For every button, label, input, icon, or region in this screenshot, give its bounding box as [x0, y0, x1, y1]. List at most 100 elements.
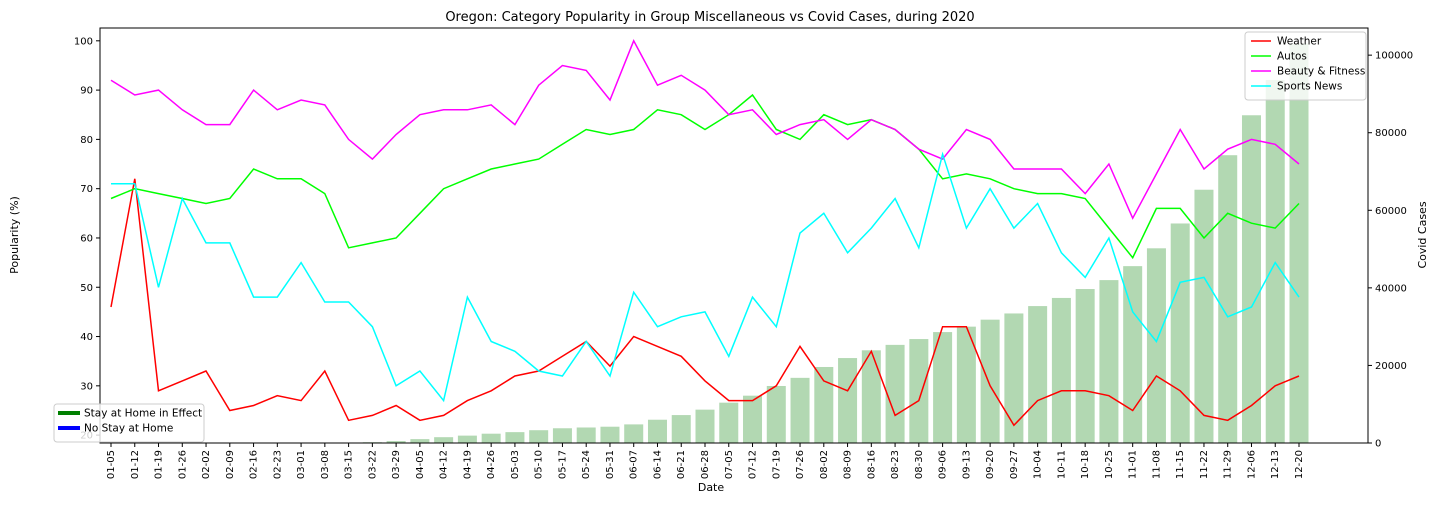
x-tick-label: 05-17	[557, 450, 568, 479]
legend-upper-box	[1244, 31, 1367, 101]
x-tick-label: 01-26	[177, 450, 188, 479]
x-tick-label: 12-06	[1246, 450, 1257, 479]
bars-group	[362, 43, 1309, 444]
x-tick-label: 06-07	[629, 450, 640, 479]
x-ticks: 01-05 01-12 01-19 01-26 02-02 02-09 02-16 02-23…	[106, 443, 1305, 479]
y-tick-label: 30	[80, 381, 93, 392]
x-tick-label: 10-18	[1080, 450, 1091, 479]
legend-upper: Weather Autos Beauty & Fitness Sports News	[1244, 31, 1367, 101]
x-axis-label: Date	[698, 481, 725, 494]
y2-tick-label: 100000	[1375, 51, 1413, 62]
x-tick-label: 02-23	[272, 450, 283, 479]
covid-bar-07-12	[743, 395, 763, 443]
x-tick-label: 08-16	[866, 450, 877, 479]
x-tick-label: 07-19	[771, 450, 782, 479]
x-tick-label: 09-13	[961, 450, 972, 479]
x-tick-label: 06-14	[652, 450, 663, 479]
covid-bar-11-22	[1194, 189, 1214, 443]
covid-bar-05-10	[529, 430, 549, 443]
y-tick-label: 50	[80, 283, 93, 294]
x-tick-label: 07-12	[748, 450, 759, 479]
x-tick-label: 08-23	[890, 450, 901, 479]
x-tick-label: 05-31	[605, 450, 616, 479]
series-line-beauty-fitness	[110, 39, 1300, 220]
x-tick-label: 08-02	[819, 450, 830, 479]
x-tick-label: 03-08	[320, 450, 331, 479]
covid-bar-06-14	[647, 419, 667, 443]
covid-bar-05-24	[576, 427, 596, 443]
y2-tick-label: 60000	[1375, 206, 1407, 217]
covid-bar-11-29	[1218, 155, 1238, 443]
x-tick-label: 01-12	[130, 450, 141, 479]
covid-bar-08-02	[814, 366, 834, 443]
legend-label: Stay at Home in Effect	[84, 408, 202, 420]
covid-bar-08-30	[909, 339, 929, 443]
covid-bar-09-27	[1004, 313, 1024, 443]
x-tick-label: 03-29	[391, 450, 402, 479]
covid-bar-10-18	[1075, 289, 1095, 443]
y-tick-label: 70	[80, 184, 93, 195]
covid-bar-03-29	[386, 441, 406, 443]
series-line-sports-news	[111, 151, 1300, 403]
x-tick-label: 02-09	[225, 450, 236, 479]
chart-title: Oregon: Category Popularity in Group Mis…	[445, 10, 974, 25]
y-tick-label: 80	[80, 135, 93, 146]
x-tick-label: 12-20	[1294, 450, 1305, 479]
y2-axis-label: Covid Cases	[1416, 201, 1429, 268]
x-tick-label: 09-27	[1009, 450, 1020, 479]
covid-bar-11-01	[1123, 266, 1143, 443]
x-tick-label: 09-20	[985, 450, 996, 479]
covid-bar-09-20	[980, 319, 1000, 443]
y-axis-label: Popularity (%)	[8, 196, 21, 274]
covid-bar-12-06	[1241, 115, 1261, 443]
x-tick-label: 06-21	[676, 450, 687, 479]
y2-tick-label: 0	[1375, 439, 1381, 450]
y-tick-label: 40	[80, 332, 93, 343]
covid-bar-05-03	[505, 432, 525, 443]
x-tick-label: 03-22	[367, 450, 378, 479]
series-line-autos	[110, 93, 1300, 260]
covid-bar-05-31	[600, 426, 620, 443]
x-tick-label: 07-26	[795, 450, 806, 479]
covid-bar-06-28	[695, 409, 715, 443]
x-tick-label: 02-02	[201, 450, 212, 479]
legend-lower-box	[53, 403, 205, 443]
legend-label: Autos	[1277, 51, 1307, 63]
legend-label: Sports News	[1277, 81, 1342, 93]
x-tick-label: 08-30	[914, 450, 925, 479]
x-tick-label: 12-13	[1270, 450, 1281, 479]
x-tick-label: 06-28	[700, 450, 711, 479]
covid-bar-11-08	[1146, 248, 1166, 443]
covid-bar-07-26	[790, 377, 810, 443]
x-tick-label: 10-11	[1056, 450, 1067, 479]
x-tick-label: 01-05	[106, 450, 117, 479]
covid-bar-08-09	[838, 358, 858, 443]
x-tick-label: 03-01	[296, 450, 307, 479]
legend-lower: Stay at Home in Effect No Stay at Home	[53, 403, 205, 443]
legend-label: Weather	[1277, 36, 1322, 48]
x-tick-label: 05-03	[510, 450, 521, 479]
plot-frame	[99, 27, 1369, 444]
x-tick-label: 10-04	[1033, 450, 1044, 479]
covid-bar-10-25	[1099, 280, 1119, 443]
covid-bar-10-04	[1028, 306, 1048, 443]
lines-group	[110, 39, 1300, 427]
covid-bar-08-23	[885, 344, 905, 443]
covid-bar-09-13	[956, 326, 976, 443]
x-tick-label: 01-19	[154, 450, 165, 479]
covid-bar-12-20	[1289, 43, 1309, 444]
covid-bar-05-17	[552, 428, 572, 443]
covid-bar-04-19	[457, 435, 477, 443]
series-line-weather	[110, 178, 1300, 427]
legend-label: No Stay at Home	[84, 423, 173, 435]
x-tick-label: 02-16	[249, 450, 260, 479]
covid-bar-04-12	[434, 437, 454, 443]
covid-bar-10-11	[1051, 297, 1071, 443]
covid-bar-07-19	[766, 385, 786, 443]
covid-bar-08-16	[861, 350, 881, 443]
covid-bar-07-05	[719, 402, 739, 443]
x-tick-label: 07-05	[724, 450, 735, 479]
covid-bar-06-07	[624, 424, 644, 443]
